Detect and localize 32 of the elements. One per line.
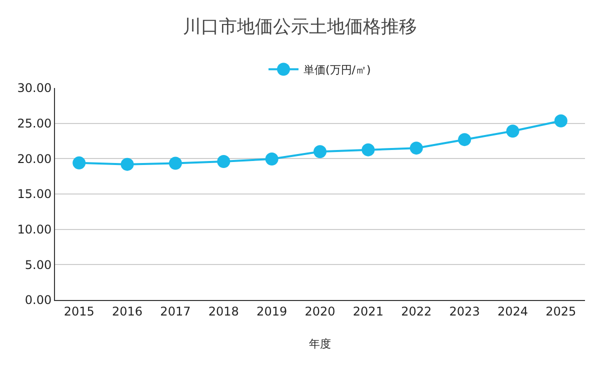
x-tick-label: 2016 (112, 304, 143, 318)
x-tick-label: 2019 (256, 304, 288, 318)
y-tick-label: 5.00 (24, 258, 52, 272)
x-tick-label: 2021 (352, 304, 384, 318)
point (410, 142, 423, 155)
point (554, 114, 568, 128)
x-tick-label: 2020 (304, 304, 336, 318)
point (314, 145, 326, 158)
x-tick-label: 2023 (449, 304, 480, 318)
x-tick-label: 2018 (208, 304, 239, 318)
x-tick-label: 2015 (64, 304, 94, 318)
point (217, 154, 230, 168)
point (458, 133, 472, 146)
point (168, 156, 182, 170)
point (506, 124, 520, 138)
point (72, 156, 86, 170)
x-axis-title: 年度 (309, 338, 331, 351)
y-tick-label: 25.00 (17, 116, 52, 131)
point (120, 158, 134, 171)
x-tick-label: 2022 (401, 304, 432, 318)
point (265, 152, 278, 166)
y-tick-label: 30.00 (17, 81, 52, 96)
point (362, 143, 375, 156)
y-tick-label: 20.00 (17, 152, 52, 166)
x-tick-label: 2025 (546, 304, 576, 318)
x-tick-label: 2024 (497, 304, 528, 318)
x-tick-label: 2017 (160, 304, 191, 318)
y-tick-label: 0.00 (24, 293, 52, 308)
chart-title: 川口市地価公示土地価格推移 (183, 16, 417, 38)
y-tick-label: 15.00 (17, 187, 52, 202)
legend-label: 単価(万円/㎡) (304, 64, 371, 77)
y-tick-label: 10.00 (17, 222, 52, 237)
